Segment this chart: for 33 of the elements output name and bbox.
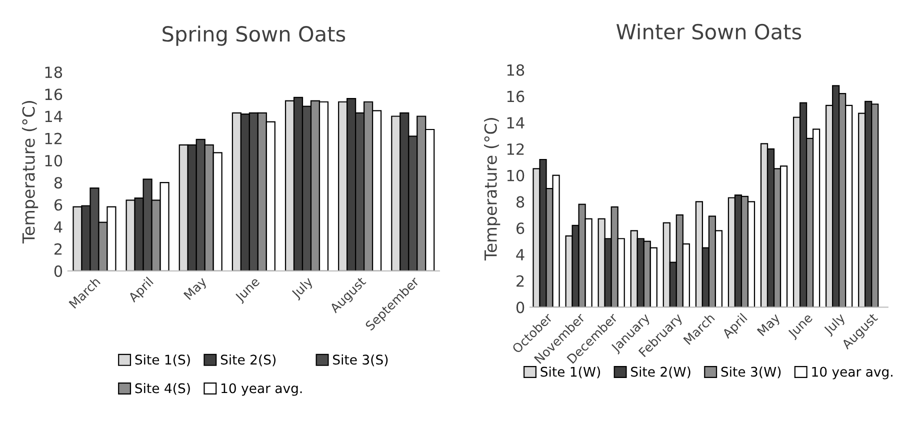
y-tick-label: 12 bbox=[507, 143, 524, 155]
y-tick-label: 4 bbox=[54, 221, 62, 233]
y-tick-label: 2 bbox=[516, 275, 524, 287]
legend-label: 10 year avg. bbox=[222, 383, 302, 396]
legend-label: 10 year avg. bbox=[812, 366, 892, 380]
y-tick-label: 10 bbox=[45, 154, 62, 166]
y-axis-title: Temperature (°C) bbox=[22, 101, 38, 244]
legend-label: Site 1(S) bbox=[135, 354, 190, 366]
chart-title: Winter Sown Oats bbox=[616, 23, 802, 40]
y-axis-title: Temperature (°C) bbox=[484, 118, 500, 260]
y-tick-label: 6 bbox=[516, 222, 524, 234]
y-tick-label: 18 bbox=[507, 64, 524, 76]
y-tick-label: 16 bbox=[507, 90, 524, 102]
chart-title: Spring Sown Oats bbox=[162, 26, 346, 46]
y-tick-label: 12 bbox=[45, 132, 62, 144]
y-tick-label: 14 bbox=[507, 117, 524, 128]
legend-label: Site 2(W) bbox=[631, 366, 690, 378]
y-tick-label: 2 bbox=[54, 243, 62, 255]
y-tick-label: 18 bbox=[45, 66, 62, 78]
y-tick-label: 6 bbox=[54, 199, 62, 211]
y-tick-label: 16 bbox=[45, 88, 62, 100]
legend-label: Site 3(W) bbox=[721, 366, 781, 378]
y-tick-label: 10 bbox=[507, 170, 524, 182]
y-tick-label: 8 bbox=[516, 196, 524, 208]
y-tick-label: 0 bbox=[54, 265, 62, 277]
legend-label: Site 1(W) bbox=[540, 366, 600, 378]
legend-label: Site 4(S) bbox=[135, 383, 190, 395]
y-tick-label: 8 bbox=[54, 177, 62, 189]
legend-label: Site 2(S) bbox=[220, 354, 276, 366]
y-tick-label: 0 bbox=[516, 302, 524, 314]
y-tick-label: 14 bbox=[45, 110, 62, 122]
y-tick-label: 4 bbox=[516, 249, 524, 260]
legend-label: Site 3(S) bbox=[333, 354, 388, 366]
